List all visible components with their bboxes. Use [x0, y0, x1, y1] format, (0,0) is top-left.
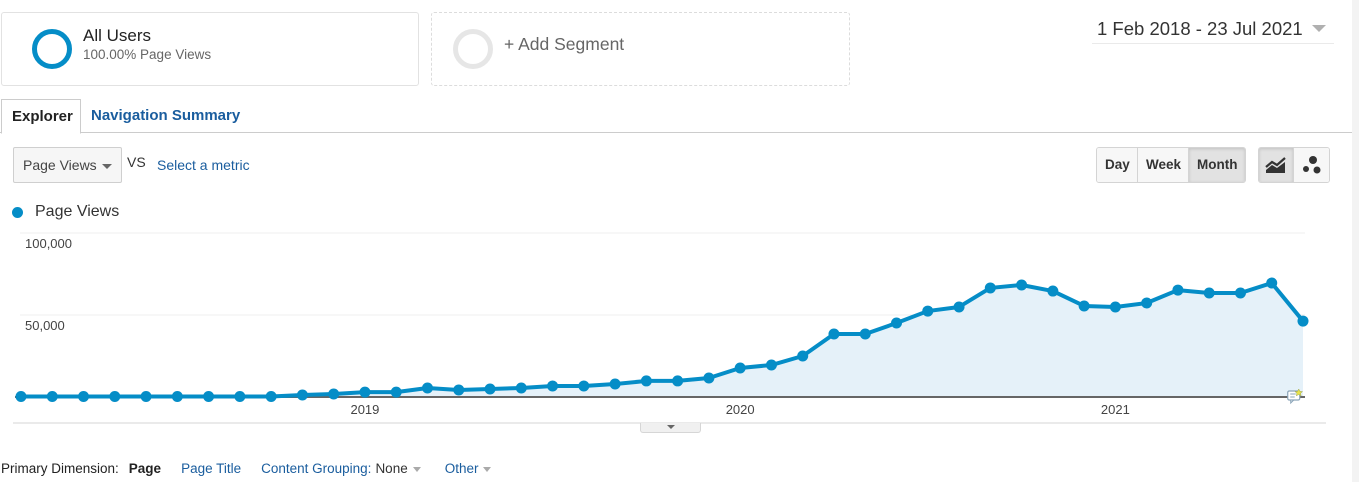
chart-canvas — [13, 232, 1326, 424]
legend-label: Page Views — [35, 203, 120, 220]
caret-down-icon — [483, 466, 492, 472]
tab-explorer[interactable]: Explorer — [1, 99, 81, 134]
motion-chart-button[interactable] — [1294, 148, 1329, 182]
segment-title: All Users — [83, 25, 152, 45]
dimension-page-title-link[interactable]: Page Title — [181, 461, 242, 476]
chart-collapse-handle[interactable] — [640, 423, 701, 433]
page-views-chart[interactable]: 100,000 50,000 2019 2020 2021 — [0, 225, 1330, 425]
chart-type-toggle-group — [1258, 147, 1330, 183]
annotation-icon[interactable] — [1287, 388, 1304, 405]
legend-dot-icon — [12, 206, 23, 218]
scrollbar-track[interactable] — [1352, 0, 1359, 482]
add-segment-label: + Add Segment — [504, 33, 625, 54]
segment-ring-icon — [32, 29, 72, 69]
date-range-picker[interactable]: 1 Feb 2018 - 23 Jul 2021 — [1092, 14, 1334, 44]
report-tabs: Explorer Navigation Summary — [0, 99, 1352, 134]
x-tick-2019: 2019 — [350, 402, 380, 417]
period-toggle-group: Day Week Month — [1096, 147, 1246, 183]
content-grouping-dropdown[interactable]: Content Grouping: None — [261, 461, 421, 476]
week-button[interactable]: Week — [1138, 148, 1189, 182]
line-chart-button[interactable] — [1259, 148, 1294, 182]
other-dimension-label: Other — [444, 461, 479, 476]
primary-dimension-label: Primary Dimension: — [1, 461, 119, 476]
content-grouping-label: Content Grouping: — [261, 461, 372, 476]
primary-metric-dropdown[interactable]: Page Views — [13, 147, 122, 183]
content-grouping-value: None — [375, 461, 408, 476]
segment-subtitle: 100.00% Page Views — [83, 46, 212, 62]
chart-legend: Page Views — [12, 203, 119, 221]
x-tick-2021: 2021 — [1100, 402, 1130, 417]
primary-metric-value: Page Views — [23, 157, 97, 173]
y-tick-100000: 100,000 — [25, 236, 72, 251]
empty-ring-icon — [453, 29, 493, 69]
month-button[interactable]: Month — [1189, 148, 1245, 182]
motion-chart-icon — [1302, 156, 1320, 174]
caret-down-icon — [412, 466, 421, 472]
segment-all-users[interactable]: All Users 100.00% Page Views — [1, 12, 419, 86]
select-metric-link[interactable]: Select a metric — [157, 157, 250, 173]
x-tick-2020: 2020 — [725, 402, 755, 417]
tab-navigation-summary[interactable]: Navigation Summary — [91, 107, 241, 124]
date-range-label: 1 Feb 2018 - 23 Jul 2021 — [1097, 17, 1303, 39]
vs-label: VS — [127, 154, 146, 170]
y-tick-50000: 50,000 — [25, 318, 65, 333]
day-button[interactable]: Day — [1097, 148, 1138, 182]
caret-down-icon — [667, 425, 675, 429]
primary-dimension-bar: Primary Dimension: Page Page Title Conte… — [1, 461, 492, 476]
caret-down-icon — [1311, 25, 1326, 32]
other-dimension-dropdown[interactable]: Other — [445, 461, 492, 476]
add-segment-button[interactable]: + Add Segment — [431, 12, 850, 86]
dimension-page: Page — [128, 461, 162, 476]
line-chart-icon — [1265, 157, 1286, 173]
caret-down-icon — [102, 164, 112, 169]
